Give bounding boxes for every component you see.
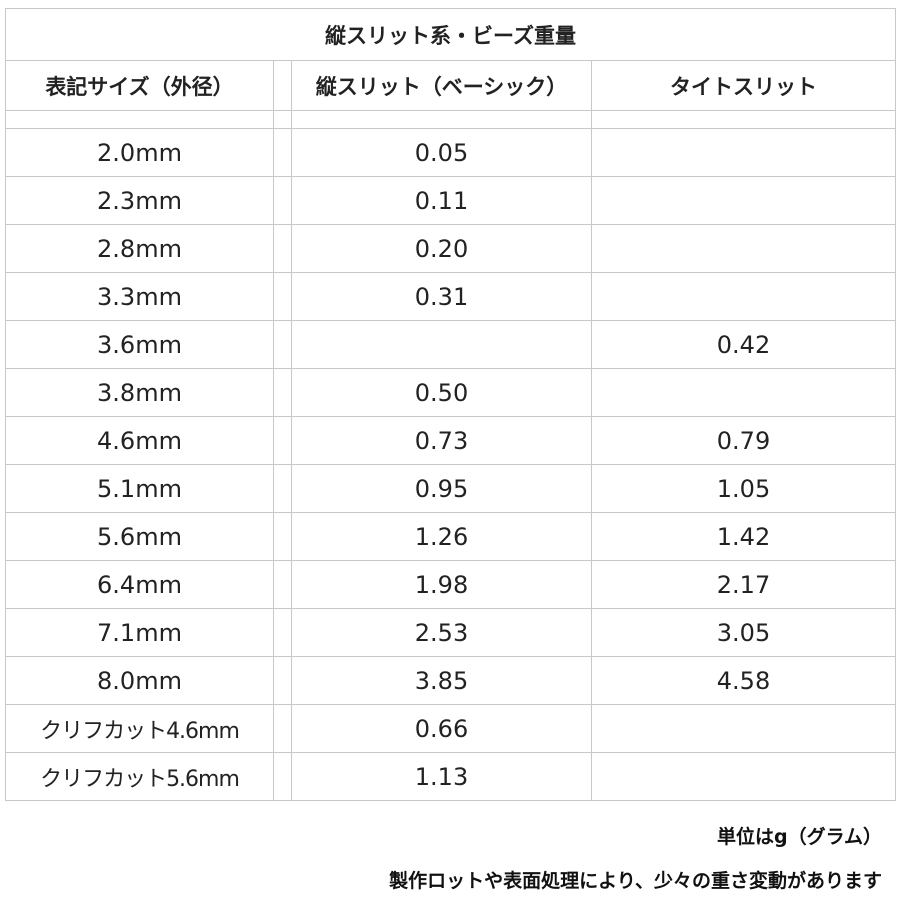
- spacer-cell: [273, 224, 292, 273]
- basic-weight-cell: 0.50: [291, 368, 592, 417]
- basic-weight-cell: [291, 320, 592, 369]
- tight-weight-cell: [590, 752, 897, 801]
- table-row: 2.8mm 0.20: [5, 224, 897, 273]
- table-row: 3.6mm 0.42: [5, 320, 897, 369]
- table-row: 4.6mm 0.73 0.79: [5, 416, 897, 465]
- size-cell: 7.1mm: [5, 608, 274, 657]
- tight-weight-cell: [590, 704, 897, 753]
- weight-table: 縦スリット系・ビーズ重量 表記サイズ（外径） 縦スリット（ベーシック） タイトス…: [4, 8, 897, 801]
- size-cell: 5.1mm: [5, 464, 274, 513]
- size-cell: 2.3mm: [5, 176, 274, 225]
- size-cell: 6.4mm: [5, 560, 274, 609]
- size-cell: 3.6mm: [5, 320, 274, 369]
- tight-weight-cell: 1.42: [590, 512, 897, 561]
- tight-weight-cell: 2.17: [590, 560, 897, 609]
- size-cell: 3.3mm: [5, 272, 274, 321]
- spacer-cell: [273, 320, 292, 369]
- tight-weight-cell: 0.42: [590, 320, 897, 369]
- disclaimer-note: 製作ロットや表面処理により、少々の重さ変動があります: [389, 870, 882, 892]
- spacer-cell: [273, 608, 292, 657]
- table-row: 2.0mm 0.05: [5, 128, 897, 177]
- basic-weight-cell: 0.95: [291, 464, 592, 513]
- size-cell: 2.8mm: [5, 224, 274, 273]
- tight-weight-cell: [590, 272, 897, 321]
- table-row: 8.0mm 3.85 4.58: [5, 656, 897, 705]
- table-row: 6.4mm 1.98 2.17: [5, 560, 897, 609]
- spacer-cell: [273, 416, 292, 465]
- basic-weight-cell: 2.53: [291, 608, 592, 657]
- size-cell: 3.8mm: [5, 368, 274, 417]
- spacer-cell: [273, 560, 292, 609]
- header-basic: 縦スリット（ベーシック）: [291, 60, 592, 111]
- basic-weight-cell: 0.66: [291, 704, 592, 753]
- tight-weight-cell: 4.58: [590, 656, 897, 705]
- unit-note: 単位はg（グラム）: [716, 826, 882, 848]
- basic-weight-cell: 0.20: [291, 224, 592, 273]
- tight-weight-cell: [590, 224, 897, 273]
- basic-weight-cell: 3.85: [291, 656, 592, 705]
- basic-weight-cell: 1.98: [291, 560, 592, 609]
- spacer-row: [5, 110, 897, 129]
- spacer-cell: [273, 464, 292, 513]
- table-row: 7.1mm 2.53 3.05: [5, 608, 897, 657]
- tight-weight-cell: [590, 128, 897, 177]
- basic-weight-cell: 1.13: [291, 752, 592, 801]
- header-spacer: [273, 60, 292, 111]
- table-row: クリフカット4.6mm 0.66: [5, 704, 897, 753]
- tight-weight-cell: 3.05: [590, 608, 897, 657]
- size-cell: 4.6mm: [5, 416, 274, 465]
- spacer-cell: [273, 656, 292, 705]
- size-cell: 8.0mm: [5, 656, 274, 705]
- table-row: 3.3mm 0.31: [5, 272, 897, 321]
- spacer-cell: [273, 128, 292, 177]
- table-row: クリフカット5.6mm 1.13: [5, 752, 897, 801]
- basic-weight-cell: 1.26: [291, 512, 592, 561]
- header-tight: タイトスリット: [590, 60, 897, 111]
- basic-weight-cell: 0.11: [291, 176, 592, 225]
- basic-weight-cell: 0.05: [291, 128, 592, 177]
- basic-weight-cell: 0.73: [291, 416, 592, 465]
- table-row: 2.3mm 0.11: [5, 176, 897, 225]
- size-cell: クリフカット5.6mm: [5, 752, 274, 801]
- spacer-cell: [273, 704, 292, 753]
- tight-weight-cell: [590, 176, 897, 225]
- tight-weight-cell: [590, 368, 897, 417]
- table-row: 5.1mm 0.95 1.05: [5, 464, 897, 513]
- table-title: 縦スリット系・ビーズ重量: [4, 8, 897, 61]
- tight-weight-cell: 1.05: [590, 464, 897, 513]
- spacer-cell: [273, 368, 292, 417]
- spacer-cell: [273, 752, 292, 801]
- table-row: 5.6mm 1.26 1.42: [5, 512, 897, 561]
- size-cell: 2.0mm: [5, 128, 274, 177]
- header-size: 表記サイズ（外径）: [5, 60, 274, 111]
- spacer-cell: [273, 176, 292, 225]
- size-cell: 5.6mm: [5, 512, 274, 561]
- spacer-cell: [273, 512, 292, 561]
- spacer-cell: [273, 272, 292, 321]
- tight-weight-cell: 0.79: [590, 416, 897, 465]
- table-row: 3.8mm 0.50: [5, 368, 897, 417]
- size-cell: クリフカット4.6mm: [5, 704, 274, 753]
- basic-weight-cell: 0.31: [291, 272, 592, 321]
